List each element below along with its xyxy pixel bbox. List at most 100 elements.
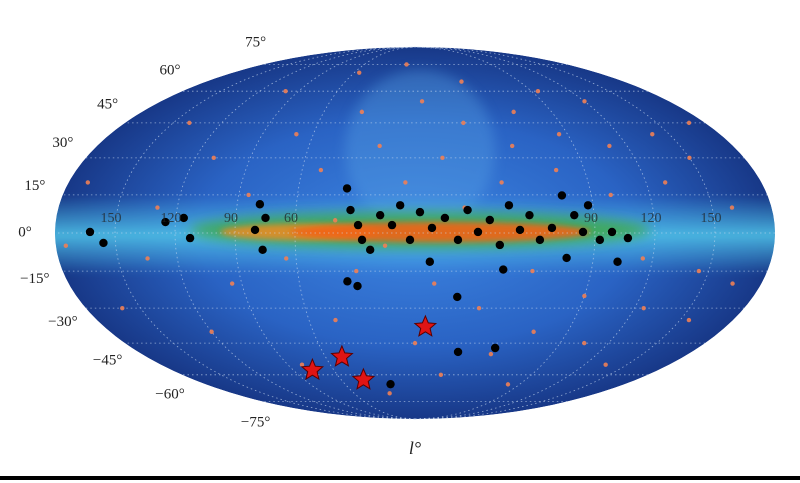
orange-source [85, 180, 91, 185]
black-source [578, 227, 588, 237]
orange-source [209, 329, 214, 334]
y-tick-label: −30° [48, 314, 77, 330]
orange-source [120, 305, 125, 311]
orange-source [687, 155, 692, 161]
grid-meridian [234, 46, 416, 420]
orange-source [603, 362, 608, 367]
y-tick-label: −45° [93, 353, 122, 369]
black-source [353, 220, 363, 230]
orange-source [511, 109, 516, 115]
orange-source [387, 391, 392, 396]
y-tick-label: 30° [52, 135, 73, 151]
star-marker [351, 367, 376, 390]
black-source [595, 235, 605, 245]
black-source [250, 225, 260, 235]
orange-source [476, 305, 482, 311]
y-tick-label: 15° [24, 178, 45, 194]
orange-source [332, 218, 338, 223]
black-source [386, 379, 395, 389]
black-source [473, 227, 483, 237]
orange-source [438, 372, 444, 378]
y-tick-label: −75° [241, 414, 270, 430]
orange-source [509, 143, 515, 149]
black-source [353, 281, 362, 291]
black-source [346, 205, 355, 215]
black-source [387, 220, 397, 230]
black-source [179, 213, 188, 223]
x-tick-label: 90 [584, 211, 598, 226]
orange-source [318, 167, 324, 173]
orange-source [333, 317, 338, 323]
black-source [562, 253, 571, 263]
orange-source [155, 205, 160, 210]
orange-source [535, 88, 541, 94]
black-source [395, 201, 405, 210]
y-tick-label: 45° [97, 96, 118, 112]
orange-source [294, 132, 299, 137]
lobe [345, 70, 495, 230]
black-source [463, 205, 472, 215]
black-source [99, 238, 108, 248]
orange-source [459, 79, 464, 84]
orange-source [359, 109, 365, 115]
orange-source [730, 281, 735, 286]
orange-source [499, 180, 504, 185]
x-tick-label: 60 [284, 211, 298, 226]
grid [55, 46, 775, 420]
orange-source [461, 120, 466, 126]
orange-source [357, 70, 362, 75]
orange-source [440, 155, 445, 161]
orange-source [729, 205, 735, 210]
black-source [85, 227, 95, 237]
y-tick-label: −15° [20, 271, 49, 287]
black-source [557, 191, 567, 200]
orange-source [686, 317, 692, 323]
orange-source [582, 99, 587, 104]
black-source [583, 201, 593, 210]
black-source [342, 184, 352, 193]
black-source [425, 257, 435, 266]
x-tick-label: 150 [701, 211, 722, 226]
star-marker [300, 357, 325, 381]
y-tick-label: −60° [155, 386, 184, 402]
grid-meridian [414, 46, 596, 420]
points [63, 62, 735, 396]
orange-source [582, 293, 587, 299]
black-source [405, 235, 415, 245]
x-tick-label: 120 [641, 211, 662, 226]
orange-source [382, 243, 388, 248]
black-source [535, 235, 545, 245]
orange-source [404, 62, 409, 67]
orange-source [354, 268, 359, 274]
black-source [547, 223, 557, 233]
black-source [261, 213, 270, 223]
orange-source [432, 281, 437, 286]
orange-source [530, 268, 535, 274]
labels: 75° 60° 45° 30° 15° 0° −15° −30° −45° −60° −75° 150… [18, 35, 721, 431]
orange-source [246, 192, 251, 198]
orange-source [211, 155, 216, 161]
black-source [440, 213, 450, 223]
black-source [427, 223, 437, 233]
black-source [613, 257, 622, 266]
orange-source [607, 143, 612, 149]
y-tick-label: 0° [18, 224, 32, 240]
star-marker [330, 344, 354, 367]
x-tick-label: 120 [161, 211, 182, 226]
orange-source [229, 281, 235, 286]
orange-source [608, 192, 613, 198]
orange-source [531, 329, 536, 334]
orange-source [412, 340, 418, 346]
black-source [161, 217, 170, 227]
black-source [495, 240, 505, 250]
black-source [453, 347, 463, 357]
black-source [365, 245, 375, 255]
orange-source [650, 132, 655, 137]
orange-source [63, 243, 69, 248]
black-source [415, 207, 425, 217]
black-source [623, 233, 633, 243]
orange-source [505, 382, 511, 387]
orange-source [403, 180, 408, 185]
orange-source [553, 167, 559, 173]
